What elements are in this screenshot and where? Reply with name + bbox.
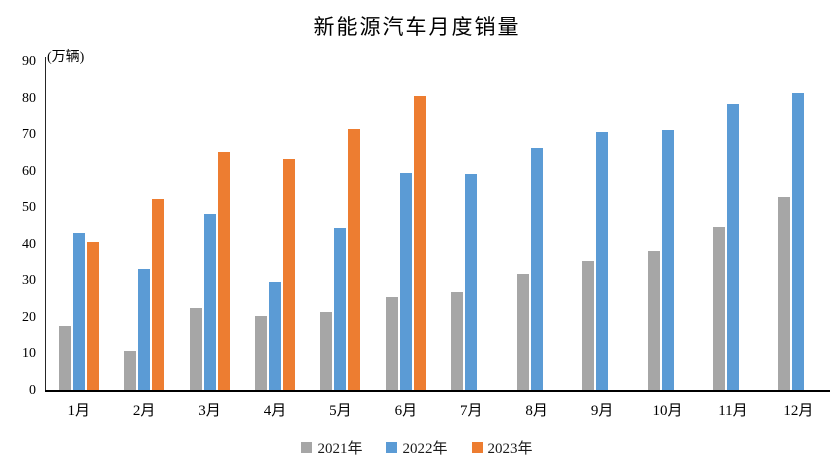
x-tick-label: 7月 <box>459 403 483 419</box>
bar <box>582 260 595 391</box>
legend: 2021年 2022年 2023年 <box>0 437 834 458</box>
bar-group <box>177 62 242 391</box>
bar-group <box>569 62 634 391</box>
legend-item: 2023年 <box>471 437 533 458</box>
x-tick-label: 4月 <box>263 403 287 419</box>
y-tick-label: 60 <box>22 163 36 179</box>
bar <box>399 173 412 391</box>
x-tick-label: 11月 <box>718 403 748 419</box>
bar <box>647 251 660 391</box>
bar <box>348 128 361 391</box>
bar <box>152 199 165 391</box>
bar-group <box>373 62 438 391</box>
bar-group <box>766 62 831 391</box>
bar-group <box>439 62 504 391</box>
bar-group <box>308 62 373 391</box>
y-axis-line <box>45 57 46 391</box>
y-axis-tick-labels: 0 10 20 30 40 50 60 70 80 90 <box>0 55 36 398</box>
bar <box>778 196 791 391</box>
bar-group <box>111 62 176 391</box>
bar <box>596 132 609 391</box>
x-tick-label: 6月 <box>394 403 418 419</box>
y-axis-unit-label: (万辆) <box>47 50 85 65</box>
bar <box>451 291 464 391</box>
legend-label: 2021年 <box>317 441 363 457</box>
y-tick-label: 50 <box>22 200 36 216</box>
bar <box>661 130 674 391</box>
legend-label: 2023年 <box>487 441 533 457</box>
legend-color-swatch-icon <box>471 442 483 453</box>
y-tick-label: 90 <box>22 54 36 69</box>
bar-group <box>242 62 307 391</box>
bar <box>254 315 267 391</box>
legend-item: 2022年 <box>386 437 448 458</box>
bar <box>516 273 529 391</box>
bar <box>86 241 99 391</box>
bar <box>138 268 151 391</box>
y-tick-label: 10 <box>22 346 36 362</box>
plot-area <box>46 62 831 391</box>
bar-group <box>46 62 111 391</box>
legend-color-swatch-icon <box>386 442 398 453</box>
x-axis-line <box>45 390 830 392</box>
bar <box>217 152 230 391</box>
x-tick-label: 9月 <box>590 403 614 419</box>
bar <box>72 233 85 391</box>
bar <box>189 308 202 391</box>
bar <box>320 311 333 391</box>
y-tick-label: 0 <box>29 383 36 398</box>
bar <box>712 226 725 391</box>
legend-item: 2021年 <box>301 437 362 458</box>
bar <box>282 158 295 391</box>
bar <box>792 93 805 391</box>
bar <box>334 227 347 391</box>
bar <box>530 147 543 391</box>
x-tick-label: 8月 <box>525 403 548 419</box>
y-tick-label: 30 <box>22 273 36 289</box>
bar-group <box>635 62 700 391</box>
x-tick-label: 12月 <box>783 403 814 419</box>
y-tick-label: 40 <box>22 236 36 252</box>
bar <box>203 214 216 391</box>
x-tick-label: 10月 <box>652 403 683 419</box>
bar-group <box>700 62 765 391</box>
bar <box>58 325 71 391</box>
bar <box>465 174 478 391</box>
bar <box>385 297 398 391</box>
legend-label: 2022年 <box>402 441 448 457</box>
x-tick-label: 2月 <box>132 403 156 419</box>
chart-title: 新能源汽车月度销量 <box>313 15 521 39</box>
y-tick-label: 70 <box>22 127 36 143</box>
bar <box>268 281 281 391</box>
y-tick-label: 80 <box>22 90 36 106</box>
bar-group <box>504 62 569 391</box>
bar <box>413 96 426 391</box>
x-tick-label: 1月 <box>67 403 90 419</box>
bar <box>726 103 739 391</box>
bar <box>124 350 137 391</box>
x-tick-label: 5月 <box>329 403 352 419</box>
y-tick-label: 20 <box>22 309 36 325</box>
legend-color-swatch-icon <box>301 442 313 453</box>
x-axis-labels: 1月 2月 3月 4月 5月 6月 7月 8月 9月 10月 11月 12月 <box>46 399 831 420</box>
x-tick-label: 3月 <box>198 403 221 419</box>
